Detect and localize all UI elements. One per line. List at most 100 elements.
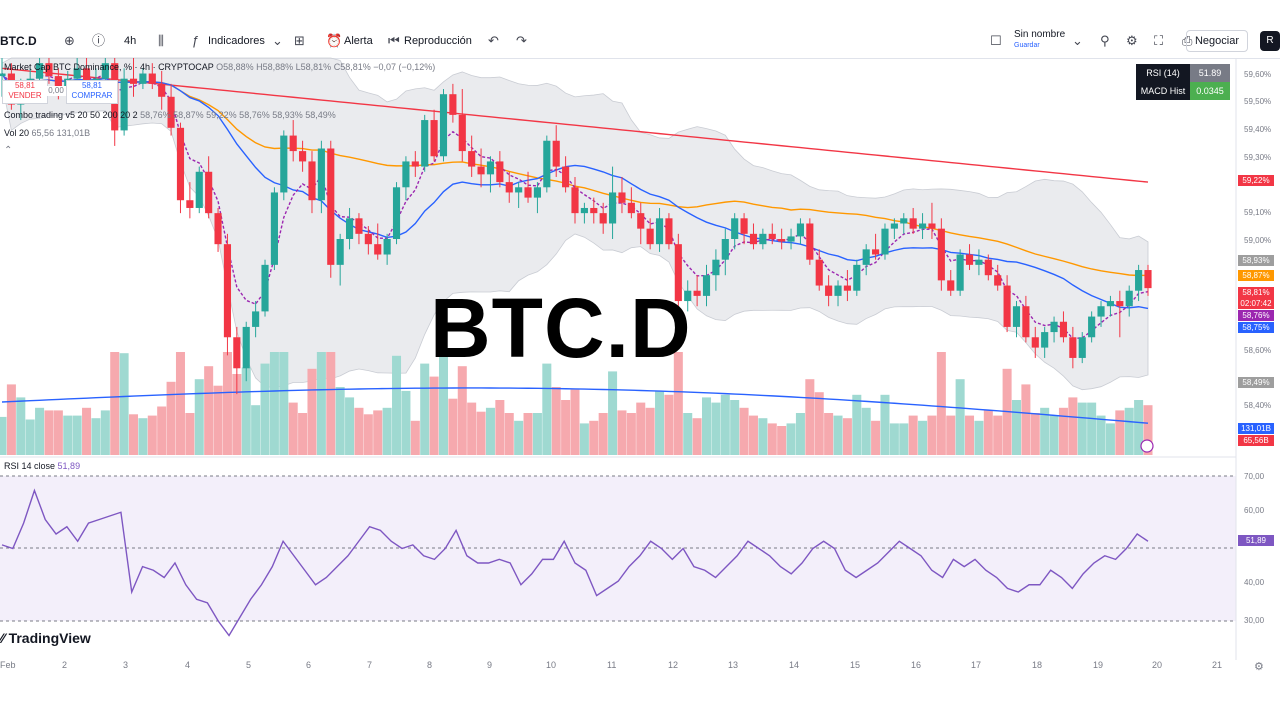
- volume-bar: [711, 402, 721, 455]
- volume-bar: [354, 407, 364, 455]
- volume-bar: [880, 394, 890, 455]
- info-icon[interactable]: ⓘ: [92, 33, 106, 48]
- candle-body: [900, 218, 908, 224]
- volume-bar: [204, 366, 214, 455]
- volume-bar: [598, 413, 608, 455]
- candle-body: [1031, 337, 1039, 348]
- x-axis-label: 4: [185, 660, 191, 670]
- sell-label: VENDER: [8, 91, 42, 100]
- layout-chevron-icon[interactable]: ⌄: [1072, 33, 1083, 48]
- volume-bar: [194, 379, 204, 455]
- info-panel: RSI (14) 51.89 MACD Hist 0.0345: [1136, 64, 1230, 100]
- volume-bar: [110, 352, 120, 455]
- candle-body: [186, 200, 194, 208]
- buy-button[interactable]: 58,81 COMPRAR: [66, 80, 118, 104]
- candle-body: [881, 228, 889, 255]
- alert-button[interactable]: Alerta: [344, 35, 373, 47]
- x-axis-label: 17: [971, 660, 982, 670]
- x-axis-label: 8: [427, 660, 433, 670]
- redo-icon[interactable]: ↷: [516, 33, 527, 48]
- volume-bar: [279, 352, 289, 455]
- price-axis-label: 58,60%: [1244, 346, 1272, 355]
- camera-icon[interactable]: ⎙: [1182, 33, 1193, 48]
- volume-bar: [392, 355, 402, 455]
- sell-button[interactable]: 58,81 VENDER: [2, 80, 48, 104]
- volume-bar: [213, 385, 223, 455]
- indicators-icon[interactable]: ƒ: [192, 33, 200, 48]
- candle-body: [308, 161, 316, 201]
- layout-checkbox-icon[interactable]: ☐: [990, 33, 1002, 48]
- candle-body: [778, 239, 786, 242]
- volume-bar: [485, 407, 495, 455]
- candle-body: [1059, 321, 1068, 338]
- candle-body: [749, 233, 758, 245]
- candle-body: [242, 326, 250, 369]
- volume-bar: [570, 389, 580, 455]
- settings-tool-icon[interactable]: ⚲: [1100, 33, 1110, 48]
- templates-icon[interactable]: ⊞: [294, 33, 305, 48]
- volume-bar: [504, 413, 514, 455]
- volume-bar: [983, 410, 993, 455]
- volume-bar: [1087, 402, 1097, 455]
- layout-name[interactable]: Sin nombre Guardar: [1014, 29, 1066, 49]
- volume-bar: [946, 415, 956, 455]
- candle-body: [129, 78, 138, 84]
- volume-bar: [701, 397, 712, 455]
- collapse-legend-icon[interactable]: ⌃: [4, 145, 13, 156]
- compare-icon[interactable]: ⊕: [64, 33, 75, 48]
- price-tag-ma200: 59,22%: [1238, 175, 1274, 186]
- price-tag-ma50: 58,87%: [1238, 270, 1274, 281]
- fullscreen-icon[interactable]: ⛶: [1154, 33, 1164, 48]
- candle-body: [909, 218, 917, 229]
- candle-body: [702, 275, 711, 296]
- alert-icon[interactable]: ⏰: [326, 33, 343, 48]
- trade-button[interactable]: Negociar: [1185, 30, 1248, 52]
- chevron-down-icon[interactable]: ⌄: [272, 33, 283, 48]
- candles: [0, 58, 1152, 395]
- candle-body: [552, 140, 560, 167]
- avatar[interactable]: R: [1260, 31, 1280, 51]
- x-axis-label: 3: [123, 660, 129, 670]
- price-tag-band-lower: 58,49%: [1238, 377, 1274, 388]
- x-axis-label: 11: [607, 660, 617, 670]
- candle-body: [843, 285, 851, 291]
- indicators-button[interactable]: Indicadores: [208, 35, 265, 47]
- volume-bar: [495, 400, 505, 455]
- volume-bar: [908, 415, 918, 455]
- candle-body: [965, 254, 974, 265]
- replay-icon[interactable]: ⏮: [388, 33, 400, 48]
- interval-button[interactable]: 4h: [124, 35, 137, 47]
- x-axis-label: 10: [546, 660, 557, 670]
- gear-icon[interactable]: ⚙: [1126, 33, 1138, 48]
- volume-bar: [147, 415, 157, 455]
- candle-type-icon[interactable]: ⫼: [158, 33, 164, 48]
- volume-bar: [673, 352, 683, 455]
- volume-bar: [889, 423, 899, 455]
- undo-icon[interactable]: ↶: [488, 33, 499, 48]
- dividend-marker-icon[interactable]: [1140, 439, 1154, 453]
- buy-price: 58,81: [81, 81, 103, 90]
- price-axis-label: 59,40%: [1244, 125, 1272, 134]
- candle-body: [73, 68, 81, 79]
- candle-body: [1022, 306, 1030, 338]
- legend-ohlc: O58,88% H58,88% L58,81% C58,81% −0,07 (−…: [216, 62, 436, 72]
- volume-bar: [551, 387, 561, 455]
- candle-body: [421, 120, 429, 167]
- replay-button[interactable]: Reproducción: [404, 35, 472, 47]
- symbol-search[interactable]: BTC.D: [0, 34, 37, 48]
- candle-body: [252, 311, 260, 327]
- timezone-gear-icon[interactable]: ⚙: [1254, 661, 1264, 673]
- volume-bar: [739, 407, 749, 455]
- ma200-line: [1, 67, 1149, 183]
- volume-bar: [16, 397, 26, 455]
- volume-bar: [1134, 400, 1144, 455]
- candle-body: [82, 68, 91, 84]
- volume-bar: [852, 394, 862, 455]
- candle-body: [364, 233, 372, 245]
- candle-body: [458, 114, 466, 152]
- volume-bar: [608, 371, 618, 455]
- candle-body: [524, 187, 532, 198]
- volume-legend: Vol 20 65,56 131,01B: [4, 128, 90, 138]
- volume-bar: [100, 410, 110, 455]
